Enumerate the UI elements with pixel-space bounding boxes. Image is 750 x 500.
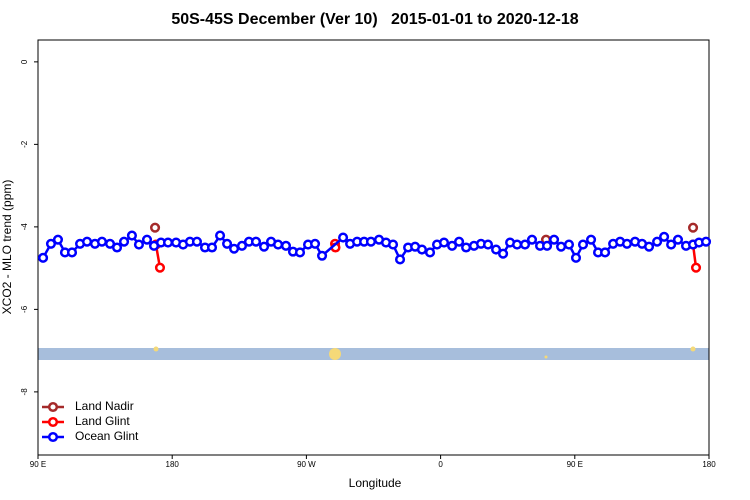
point <box>644 241 655 252</box>
point <box>512 239 523 250</box>
point <box>250 236 262 247</box>
point <box>82 236 93 247</box>
point <box>447 240 458 251</box>
x-tick-label: 90 E <box>567 460 583 469</box>
point <box>498 248 509 259</box>
land-spot <box>544 355 548 359</box>
point <box>491 244 502 255</box>
point <box>280 240 292 251</box>
point <box>191 236 203 247</box>
point <box>206 242 218 253</box>
point <box>690 262 702 273</box>
point <box>526 234 538 245</box>
point <box>236 240 248 251</box>
point <box>652 236 663 247</box>
land-spot <box>329 348 341 360</box>
point <box>294 247 306 258</box>
chart-title: 50S-45S December (Ver 10) 2015-01-01 to … <box>171 11 578 28</box>
point <box>454 236 465 247</box>
y-tick-label: -4 <box>20 223 29 231</box>
point <box>542 240 553 251</box>
point <box>229 243 240 254</box>
point <box>519 239 531 250</box>
x-axis-title: Longitude <box>349 476 402 490</box>
legend-marker <box>47 431 59 443</box>
point <box>687 222 699 233</box>
land-band <box>38 348 709 360</box>
point <box>111 242 123 253</box>
point <box>96 236 108 247</box>
legend-marker <box>47 416 59 428</box>
point <box>259 241 270 252</box>
y-tick-label: -6 <box>20 305 29 313</box>
point <box>666 239 677 250</box>
x-tick-label: 90 E <box>30 460 46 469</box>
point <box>222 238 233 249</box>
point <box>52 234 64 245</box>
point <box>416 244 428 255</box>
point <box>577 239 589 250</box>
point <box>66 247 78 258</box>
point <box>387 239 399 250</box>
point <box>150 222 161 233</box>
land-spot <box>690 346 696 352</box>
point <box>273 239 284 250</box>
legend-label: Land Nadir <box>75 399 134 413</box>
point <box>365 236 377 247</box>
x-tick-label: 180 <box>702 460 716 469</box>
point <box>563 239 575 250</box>
point <box>317 250 328 261</box>
point <box>556 241 567 252</box>
point <box>118 236 130 247</box>
point <box>215 230 226 241</box>
point <box>659 231 670 242</box>
point <box>45 238 57 249</box>
x-tick-label: 90 W <box>297 460 316 469</box>
point <box>621 238 633 249</box>
point <box>549 234 560 245</box>
x-tick-label: 0 <box>438 460 443 469</box>
point <box>586 234 597 245</box>
y-axis-title: XCO2 - MLO trend (ppm) <box>0 180 14 315</box>
legend-label: Land Glint <box>75 414 130 428</box>
point <box>482 239 494 250</box>
point <box>438 237 450 248</box>
point <box>424 247 436 258</box>
point <box>600 247 611 258</box>
legend-marker <box>47 401 59 413</box>
x-tick-label: 180 <box>166 460 180 469</box>
plot-frame <box>37 39 710 456</box>
y-tick-label: -2 <box>20 140 29 148</box>
point <box>141 234 153 245</box>
point <box>394 254 406 265</box>
point <box>133 239 144 250</box>
point <box>162 237 174 248</box>
point <box>672 234 684 245</box>
point <box>570 252 582 263</box>
legend-label: Ocean Glint <box>75 429 139 443</box>
point <box>38 252 49 263</box>
point <box>700 236 712 247</box>
point <box>338 232 349 243</box>
point <box>461 242 472 253</box>
point <box>309 238 321 249</box>
point <box>126 230 137 241</box>
land-spot <box>153 346 159 352</box>
y-tick-label: -8 <box>20 388 29 396</box>
y-tick-label: 0 <box>20 59 29 64</box>
point <box>154 262 166 273</box>
